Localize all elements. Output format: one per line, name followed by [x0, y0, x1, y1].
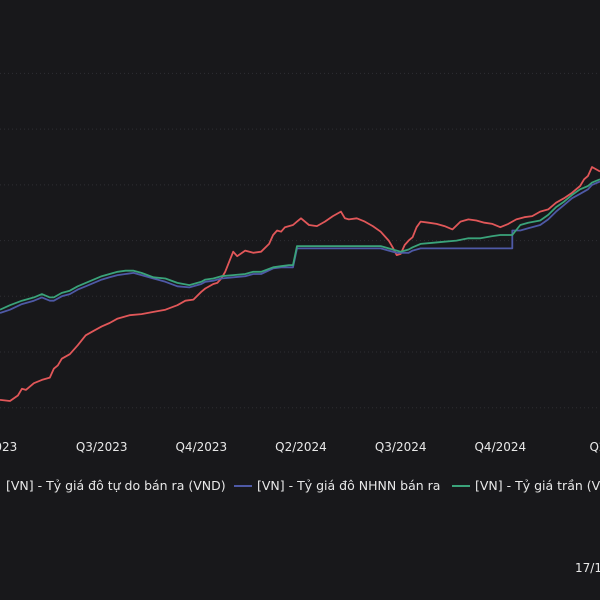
x-tick-label: Q2/ [589, 440, 600, 454]
series-line-2 [0, 180, 600, 314]
legend-entry-label: [VN] - Tỷ giá trần (V [475, 478, 600, 493]
x-tick-label: Q4/2023 [175, 440, 227, 454]
x-tick-label: Q3/2024 [375, 440, 427, 454]
x-tick-label: Q4/2024 [474, 440, 526, 454]
footer-date-text: 17/1 [575, 561, 600, 575]
x-axis-tick-labels: 2023 Q3/2023 Q4/2023 Q2/2024 Q3/2024 Q4/2024 Q… [0, 440, 600, 454]
legend-entry-label: [VN] - Tỷ giá đô tự do bán ra (VND) [6, 478, 226, 493]
series-lines [0, 166, 600, 402]
legend: [VN] - Tỷ giá đô tự do bán ra (VND) [VN] … [6, 478, 600, 493]
x-tick-label: 2023 [0, 440, 17, 454]
series-line-1 [0, 166, 600, 402]
x-tick-label: Q3/2023 [76, 440, 128, 454]
x-tick-label: Q2/2024 [275, 440, 327, 454]
series-line-3 [0, 178, 600, 311]
legend-entry-label: [VN] - Tỷ giá đô NHNN bán ra [257, 478, 440, 493]
grid-lines [0, 72, 600, 409]
